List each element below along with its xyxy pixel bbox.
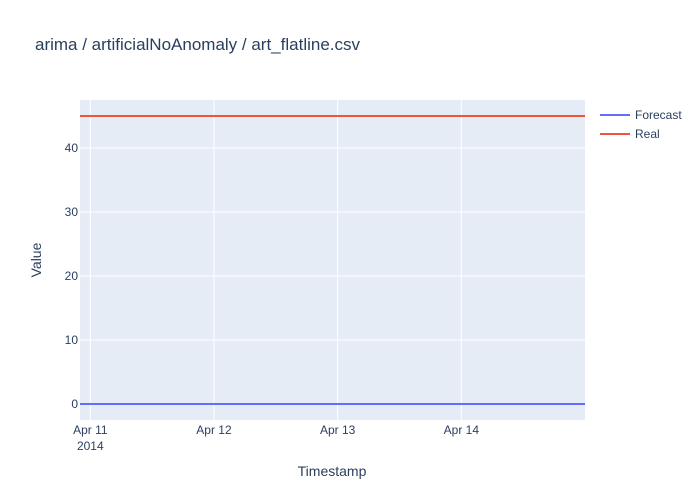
x-tick-label: Apr 12 (196, 423, 232, 437)
y-tick-label: 0 (71, 397, 78, 411)
y-tick-label: 40 (65, 141, 79, 155)
y-tick-label: 30 (65, 205, 79, 219)
y-tick-label: 20 (65, 269, 79, 283)
y-axis-ticks: 0 10 20 30 40 (65, 141, 79, 411)
chart-title: arima / artificialNoAnomaly / art_flatli… (35, 35, 361, 54)
legend[interactable]: Forecast Real (600, 108, 682, 141)
legend-item-real[interactable]: Real (600, 127, 660, 141)
y-axis-title: Value (28, 242, 44, 277)
x-tick-sublabel: 2014 (77, 439, 104, 453)
x-axis-ticks: Apr 11 2014 Apr 12 Apr 13 Apr 14 (73, 423, 479, 453)
x-tick-label: Apr 14 (444, 423, 480, 437)
series-lines (80, 115, 585, 405)
grid (80, 100, 585, 420)
x-tick-label: Apr 11 (73, 423, 108, 437)
legend-label: Real (635, 127, 660, 141)
plot-area (80, 100, 585, 420)
y-tick-label: 10 (65, 333, 79, 347)
legend-label: Forecast (635, 108, 682, 122)
x-tick-label: Apr 13 (320, 423, 356, 437)
x-axis-title: Timestamp (298, 463, 367, 479)
legend-item-forecast[interactable]: Forecast (600, 108, 682, 122)
